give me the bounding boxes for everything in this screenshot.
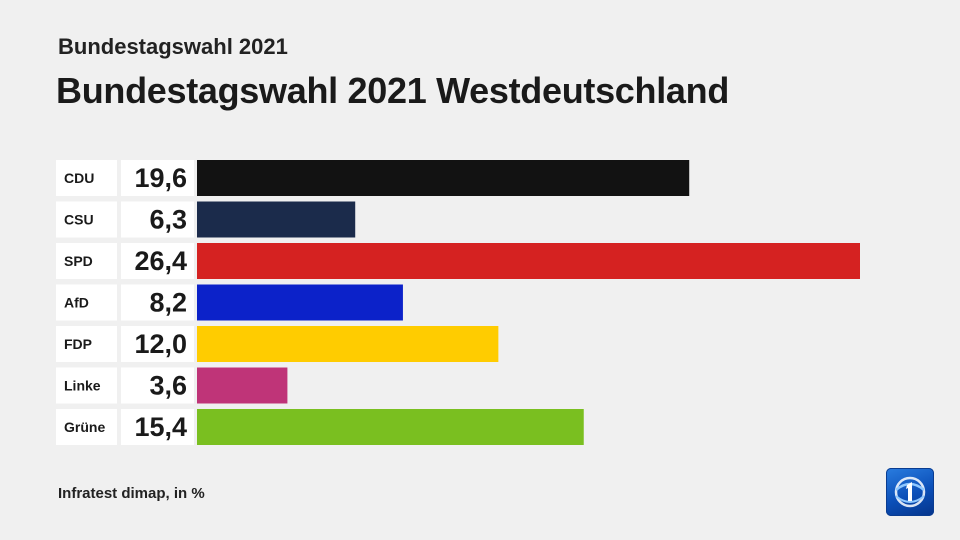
tick-label: CSU xyxy=(64,212,94,228)
value-label-box-linke xyxy=(121,367,194,404)
data-label: 26,4 xyxy=(134,246,187,276)
ard-logo-icon: 1 xyxy=(886,468,934,516)
party-label-box-spd xyxy=(56,243,117,279)
party-label-box-fdp xyxy=(56,326,117,362)
tick-label: CDU xyxy=(64,170,94,186)
source-note: Infratest dimap, in % xyxy=(58,485,205,502)
value-label-box-cdu xyxy=(121,160,194,196)
bar-csu xyxy=(197,201,356,238)
bar-linke xyxy=(197,367,288,404)
data-label: 3,6 xyxy=(149,371,187,401)
data-label: 6,3 xyxy=(149,205,187,235)
tick-label: SPD xyxy=(64,253,93,269)
bar-spd xyxy=(197,243,860,279)
tick-label: FDP xyxy=(64,336,92,352)
bar-cdu xyxy=(197,160,690,196)
party-label-box-afd xyxy=(56,284,117,321)
bar-fdp xyxy=(197,326,499,362)
bar-gr-ne xyxy=(197,409,584,445)
value-label-box-fdp xyxy=(121,326,194,362)
party-label-box-gr-ne xyxy=(56,409,117,445)
tick-label: Linke xyxy=(64,378,101,394)
data-label: 8,2 xyxy=(149,288,187,318)
value-label-box-afd xyxy=(121,284,194,321)
party-label-box-cdu xyxy=(56,160,117,196)
party-label-box-csu xyxy=(56,201,117,238)
value-label-box-gr-ne xyxy=(121,409,194,445)
data-label: 19,6 xyxy=(134,163,187,193)
party-label-box-linke xyxy=(56,367,117,404)
chart-title: Bundestagswahl 2021 Westdeutschland xyxy=(56,70,730,111)
data-label: 15,4 xyxy=(134,412,187,442)
value-label-box-csu xyxy=(121,201,194,238)
chart-subtitle: Bundestagswahl 2021 xyxy=(58,34,288,59)
tick-label: Grüne xyxy=(64,419,105,435)
data-label: 12,0 xyxy=(134,329,187,359)
tick-label: AfD xyxy=(64,295,89,311)
value-label-box-spd xyxy=(121,243,194,279)
ard-logo-graphic xyxy=(894,476,926,508)
bar-afd xyxy=(197,284,403,321)
